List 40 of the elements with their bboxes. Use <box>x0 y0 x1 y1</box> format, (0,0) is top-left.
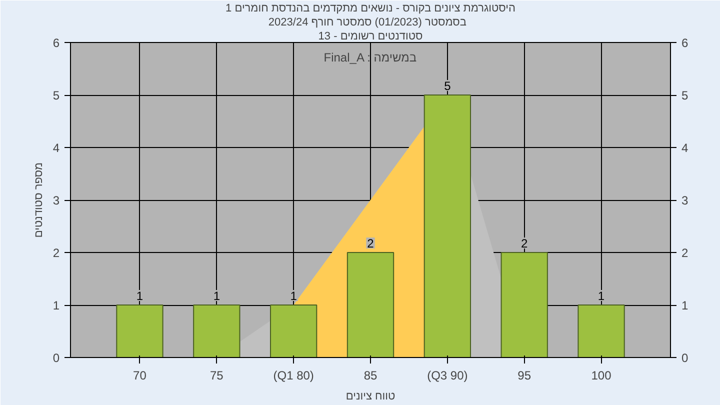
x-axis-title: טווח ציונים <box>346 390 396 402</box>
bar <box>346 252 394 358</box>
bar <box>500 252 548 358</box>
y-tick-label: 3 <box>52 194 60 208</box>
y2-tick-label: 5 <box>682 88 688 102</box>
x-tick-label: (Q1 80) <box>273 368 314 382</box>
bar <box>578 304 625 358</box>
y-tick-label: 0 <box>52 351 60 365</box>
x-tick-label: (Q3 90) <box>427 368 468 382</box>
data-label: 2 <box>521 236 528 250</box>
data-label: 1 <box>213 289 220 303</box>
chart-subtitle: בסמסטר (01/2023) סמסטר חורף 2023/24 <box>268 16 467 28</box>
y2-tick-label: 1 <box>682 298 688 312</box>
y2-tick-label: 0 <box>682 351 688 365</box>
y-tick-label: 5 <box>52 88 60 102</box>
x-tick-label: 85 <box>364 368 378 382</box>
data-label: 1 <box>598 289 605 303</box>
annotation: Final_A : במשימה <box>324 50 417 64</box>
y-tick-label: 4 <box>52 141 60 155</box>
y2-tick-label: 3 <box>682 194 688 208</box>
text: סטודנטים רשומים - 13 <box>318 30 423 42</box>
y-axis-title: מספר סטודנטים <box>32 162 45 238</box>
x-tick-label: 100 <box>591 368 612 382</box>
data-label: 5 <box>444 79 452 93</box>
y2-tick-label: 4 <box>682 141 688 155</box>
data-label: 2 <box>367 236 374 250</box>
y-tick-label: 2 <box>52 246 60 260</box>
y2-tick-label: 6 <box>682 36 688 50</box>
data-label: 1 <box>290 289 298 303</box>
y2-tick-label: 2 <box>682 246 688 260</box>
data-label: 1 <box>136 289 144 303</box>
chart-title: היסטוגרמת ציונים בקורס - נושאים מתקדמים בהנדסת חומרים 1 <box>226 2 516 14</box>
x-tick-label: 75 <box>210 368 224 382</box>
x-tick-label: 95 <box>518 368 532 382</box>
y-tick-label: 1 <box>52 298 60 312</box>
x-tick-label: 70 <box>133 368 147 382</box>
bar <box>193 304 240 358</box>
y-tick-label: 6 <box>52 36 60 50</box>
bar <box>116 304 164 358</box>
bar <box>270 304 318 358</box>
